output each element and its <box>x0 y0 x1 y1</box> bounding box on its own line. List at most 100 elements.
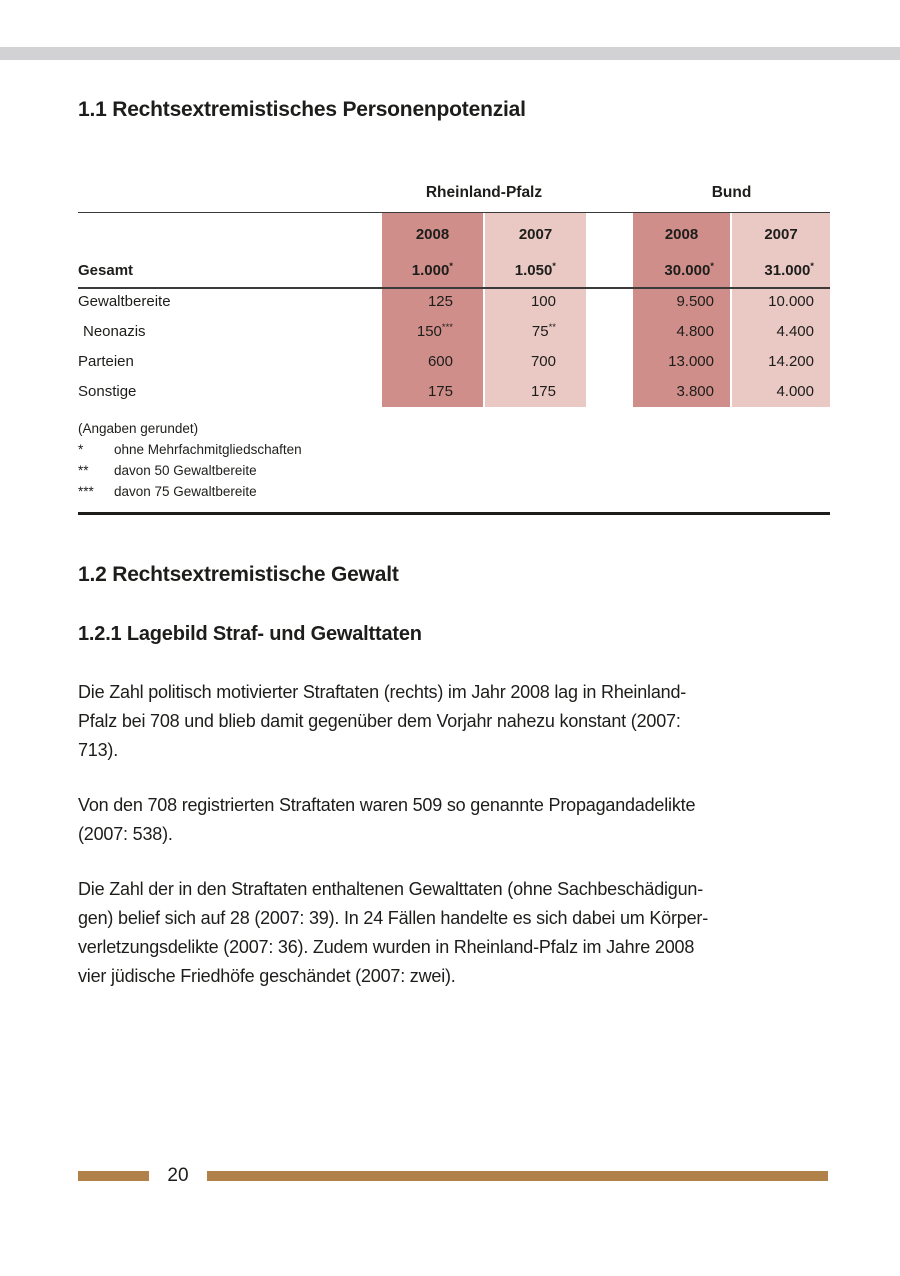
cell-footnote-marker: * <box>449 261 453 272</box>
paragraph-line: Die Zahl der in den Straftaten enthalten… <box>78 879 704 899</box>
footnote-marker: * <box>78 442 84 457</box>
footnote-text: davon 75 Gewaltbereite <box>114 484 257 499</box>
table-cell: 30.000* <box>633 255 730 287</box>
row-label: Gesamt <box>78 262 134 279</box>
footnote-item: * ohne Mehrfachmitgliedschaften <box>78 439 302 460</box>
table-cell: 4.800 <box>633 317 730 347</box>
table-cell: 75** <box>485 317 586 347</box>
cell-footnote-marker: ** <box>548 322 556 333</box>
group-header-bund: Bund <box>711 184 752 201</box>
table-cell: 700 <box>485 347 586 377</box>
section-divider-rule <box>78 512 830 515</box>
table-year-header-row: 2008 2007 2008 2007 <box>78 224 830 246</box>
cell-value: 30.000 <box>664 262 711 279</box>
row-label: Gewaltbereite <box>78 293 171 310</box>
table-row-parteien: Parteien 600 700 13.000 14.200 <box>78 347 830 377</box>
cell-value: 3.800 <box>676 383 714 400</box>
cell-value: 4.000 <box>776 383 814 400</box>
cell-footnote-marker: *** <box>441 322 453 333</box>
cell-value: 175 <box>427 383 453 400</box>
table-cell: 31.000* <box>732 255 830 287</box>
cell-value: 125 <box>427 293 453 310</box>
table-cell: 150*** <box>382 317 483 347</box>
table-cell: 125 <box>382 287 483 317</box>
year-header: 2008 <box>415 226 450 243</box>
cell-value: 4.400 <box>776 323 814 340</box>
footnote-marker: ** <box>78 463 89 478</box>
table-group-header-row: Rheinland-Pfalz Bund <box>78 180 830 206</box>
table-cell: 13.000 <box>633 347 730 377</box>
table-row-gesamt: Gesamt 1.000* 1.050* 30.000* 31.000* <box>78 255 830 289</box>
footnote-item: ** davon 50 Gewaltbereite <box>78 460 302 481</box>
paragraph-line: 713). <box>78 740 119 760</box>
section-1-2-1-title: 1.2.1 Lagebild Straf- und Gewalttaten <box>78 623 422 645</box>
table-cell: 175 <box>382 377 483 407</box>
paragraph-line: (2007: 538). <box>78 824 173 844</box>
cell-value: 1.000 <box>411 262 450 279</box>
cell-value: 31.000 <box>764 262 811 279</box>
cell-value: 4.800 <box>676 323 714 340</box>
table-column-band-bund-2007 <box>732 213 830 407</box>
cell-value: 600 <box>427 353 453 370</box>
cell-footnote-marker: * <box>710 261 714 272</box>
paragraph-line: Von den 708 registrierten Straftaten war… <box>78 795 696 815</box>
table-footnotes: (Angaben gerundet) * ohne Mehrfachmitglie… <box>78 418 302 502</box>
table-cell: 175 <box>485 377 586 407</box>
cell-value: 700 <box>530 353 556 370</box>
cell-footnote-marker: * <box>552 261 556 272</box>
footnote-marker: *** <box>78 484 94 499</box>
paragraph-line: Pfalz bei 708 und blieb damit gegenüber … <box>78 711 681 731</box>
paragraph-line: gen) belief sich auf 28 (2007: 39). In 2… <box>78 908 708 928</box>
page-number: 20 <box>167 1165 189 1186</box>
paragraph-1: Die Zahl politisch motivierter Straftate… <box>78 678 838 765</box>
paragraph-line: verletzungsdelikte (2007: 36). Zudem wur… <box>78 937 695 957</box>
cell-value: 175 <box>530 383 556 400</box>
table-column-band-rlp-2008 <box>382 213 483 407</box>
table-cell: 100 <box>485 287 586 317</box>
table-cell: 4.400 <box>732 317 830 347</box>
cell-value: 75 <box>531 323 549 340</box>
footer-bar-left <box>78 1171 149 1181</box>
footnote-text: (Angaben gerundet) <box>78 421 199 436</box>
table-cell: 4.000 <box>732 377 830 407</box>
table-row-sonstige: Sonstige 175 175 3.800 4.000 <box>78 377 830 407</box>
top-gray-bar <box>0 47 900 60</box>
table-column-band-bund-2008 <box>633 213 730 407</box>
table-cell: 14.200 <box>732 347 830 377</box>
footnote-text: davon 50 Gewaltbereite <box>114 463 257 478</box>
cell-value: 1.050 <box>514 262 553 279</box>
cell-value: 14.200 <box>768 353 814 370</box>
personenpotenzial-table: Rheinland-Pfalz Bund 2008 2007 2008 2007… <box>78 180 830 515</box>
cell-value: 150 <box>416 323 442 340</box>
paragraph-2: Von den 708 registrierten Straftaten war… <box>78 791 838 849</box>
year-header: 2007 <box>764 226 798 243</box>
table-cell: 600 <box>382 347 483 377</box>
paragraph-3: Die Zahl der in den Straftaten enthalten… <box>78 875 838 991</box>
table-cell: 9.500 <box>633 287 730 317</box>
table-row-gewaltbereite: Gewaltbereite 125 100 9.500 10.000 <box>78 287 830 317</box>
row-label: Sonstige <box>78 383 137 400</box>
table-cell: 10.000 <box>732 287 830 317</box>
cell-value: 10.000 <box>768 293 814 310</box>
cell-value: 100 <box>530 293 556 310</box>
section-1-2-title: 1.2 Rechtsextremistische Gewalt <box>78 563 399 586</box>
footnote-note: (Angaben gerundet) <box>78 418 302 439</box>
table-cell: 1.050* <box>485 255 586 287</box>
table-top-rule <box>78 212 830 213</box>
row-label: Parteien <box>78 353 134 370</box>
paragraph-line: Die Zahl politisch motivierter Straftate… <box>78 682 687 702</box>
footer-bar-right <box>207 1171 828 1181</box>
row-label: Neonazis <box>83 323 146 340</box>
footnote-item: *** davon 75 Gewaltbereite <box>78 481 302 502</box>
footnote-text: ohne Mehrfachmitgliedschaften <box>114 442 302 457</box>
table-cell: 1.000* <box>382 255 483 287</box>
year-header: 2008 <box>664 226 699 243</box>
section-1-1-title: 1.1 Rechtsextremistisches Personenpotenz… <box>78 98 526 121</box>
table-cell: 3.800 <box>633 377 730 407</box>
table-column-band-rlp-2007 <box>485 213 586 407</box>
paragraph-line: vier jüdische Friedhöfe geschändet (2007… <box>78 966 456 986</box>
cell-footnote-marker: * <box>810 261 814 272</box>
cell-value: 9.500 <box>676 293 714 310</box>
group-header-rheinland-pfalz: Rheinland-Pfalz <box>425 184 543 201</box>
